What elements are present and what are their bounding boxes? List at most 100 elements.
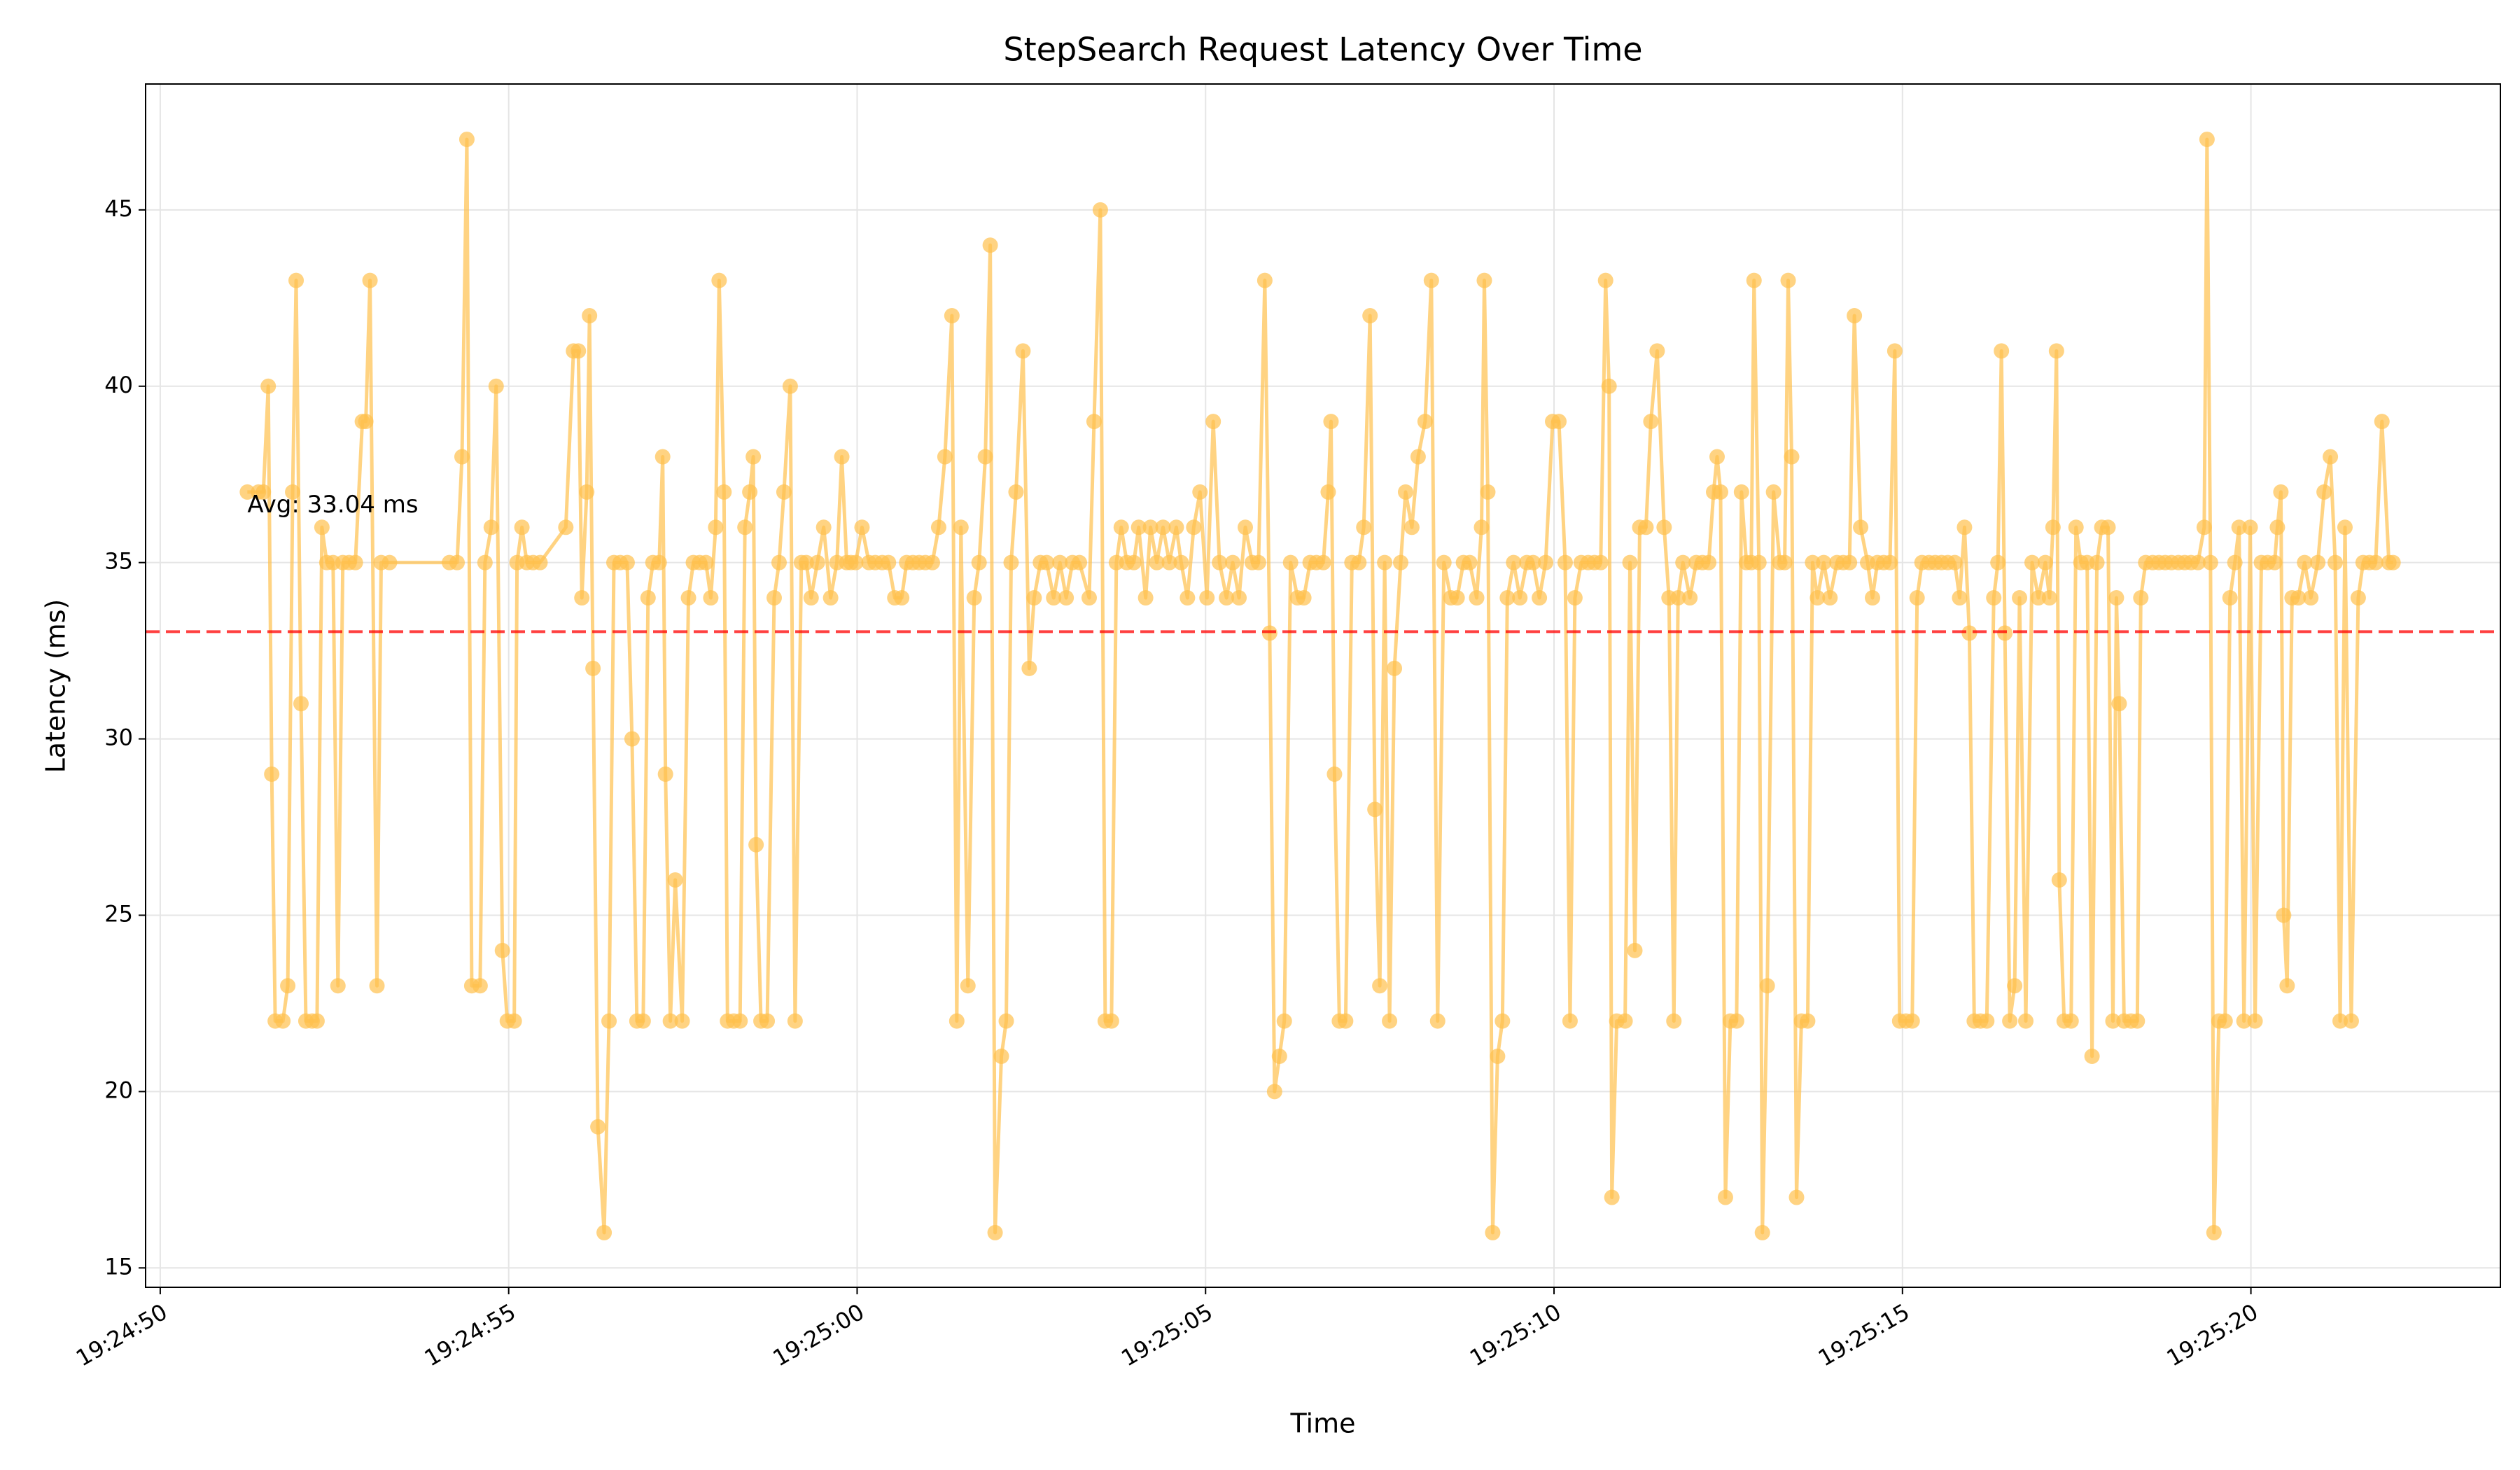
data-point [1250, 554, 1266, 570]
data-point [2297, 554, 2313, 570]
data-point [330, 978, 346, 994]
data-point [590, 1119, 606, 1135]
data-point [803, 590, 819, 606]
data-point [782, 378, 798, 394]
data-point [1315, 554, 1331, 570]
data-point [982, 237, 998, 253]
data-point [1682, 590, 1698, 606]
data-point [1864, 590, 1880, 606]
data-point [960, 978, 976, 994]
data-point [760, 1013, 776, 1029]
data-point [1382, 1013, 1398, 1029]
chart-title: StepSearch Request Latency Over Time [1003, 31, 1642, 69]
data-point [1904, 1013, 1920, 1029]
data-point [1627, 942, 1643, 958]
data-point [1649, 343, 1665, 359]
y-tick-label: 35 [104, 548, 133, 575]
data-point [2269, 519, 2286, 536]
data-point [2045, 519, 2061, 536]
y-tick-label: 25 [104, 900, 133, 927]
data-point [1961, 625, 1977, 641]
data-point [369, 978, 385, 994]
data-point [574, 590, 590, 606]
data-point [1261, 625, 1278, 641]
data-point [449, 554, 465, 570]
data-point [1882, 554, 1898, 570]
data-point [1701, 554, 1717, 570]
data-point [894, 590, 910, 606]
data-point [667, 872, 683, 888]
data-point [314, 519, 330, 536]
data-point [2084, 1049, 2100, 1065]
data-point [1562, 1013, 1578, 1029]
data-point [2105, 1013, 2121, 1029]
data-point [2350, 590, 2366, 606]
data-point [2247, 1013, 2263, 1029]
data-point [657, 766, 673, 782]
data-point [1237, 519, 1253, 536]
data-point [579, 484, 595, 500]
data-point [1525, 554, 1541, 570]
y-tick-label: 45 [104, 195, 133, 222]
data-point [1474, 519, 1490, 536]
data-point [532, 554, 548, 570]
data-point [2310, 554, 2326, 570]
x-axis-label: Time [1290, 1408, 1356, 1439]
data-point [601, 1013, 617, 1029]
data-point [582, 308, 598, 324]
data-point [966, 590, 982, 606]
data-point [2007, 978, 2023, 994]
data-point [2018, 1013, 2034, 1029]
data-point [737, 519, 753, 536]
data-point [382, 554, 398, 570]
data-point [854, 519, 870, 536]
data-point [1656, 519, 1672, 536]
data-point [1788, 1189, 1805, 1205]
data-point [708, 519, 724, 536]
data-point [309, 1013, 325, 1029]
data-point [1994, 343, 2010, 359]
data-point [1759, 978, 1775, 994]
data-point [1604, 1189, 1620, 1205]
data-point [1746, 272, 1762, 288]
data-point [1597, 272, 1614, 288]
data-point [1296, 590, 1312, 606]
data-point [1155, 519, 1171, 536]
data-point [1638, 519, 1654, 536]
data-point [1754, 1224, 1770, 1240]
data-point [1058, 590, 1074, 606]
data-point [1410, 449, 1426, 465]
data-point [1490, 1049, 1506, 1065]
data-point [1567, 590, 1583, 606]
data-point [483, 519, 499, 536]
data-point [798, 554, 814, 570]
data-point [742, 484, 758, 500]
data-point [514, 519, 530, 536]
data-point [1784, 449, 1800, 465]
data-point [585, 660, 601, 676]
data-point [1052, 554, 1068, 570]
data-point [1113, 519, 1129, 536]
data-point [1231, 590, 1247, 606]
data-point [1733, 484, 1749, 500]
data-point [937, 449, 953, 465]
data-point [1404, 519, 1420, 536]
data-point [358, 414, 374, 430]
data-point [1765, 484, 1782, 500]
data-point [654, 449, 671, 465]
data-point [1149, 554, 1165, 570]
data-point [2108, 590, 2124, 606]
data-point [619, 554, 635, 570]
data-point [930, 519, 946, 536]
data-point [2276, 907, 2292, 923]
data-point [1816, 554, 1832, 570]
data-point [288, 272, 304, 288]
data-point [1777, 554, 1793, 570]
data-point [1712, 484, 1728, 500]
data-point [1015, 343, 1031, 359]
data-point [1173, 554, 1189, 570]
data-point [2343, 1013, 2359, 1029]
data-point [1800, 1013, 1816, 1029]
data-point [2012, 590, 2028, 606]
y-axis-label: Latency (ms) [41, 599, 71, 774]
